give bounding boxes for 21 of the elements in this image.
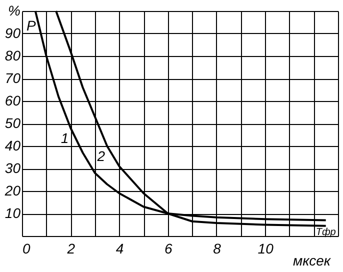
y-axis-title: P [26,18,36,34]
annotation: Тфр [316,226,336,238]
annotation: 1 [60,130,69,146]
y-tick-label: 60 [4,92,21,108]
y-tick-label: 40 [4,138,21,154]
y-tick-label: 90 [4,25,21,41]
y-tick-label: 10 [4,205,21,221]
x-tick-label: 2 [66,240,76,256]
y-tick-label: 20 [4,182,21,198]
y-tick-label: % [8,2,20,18]
y-tick-label: 50 [4,115,21,131]
x-tick-label: 8 [213,240,222,256]
x-tick-label: 0 [22,240,30,256]
x-axis-title: мксек [293,252,332,268]
x-tick-label: 4 [116,240,124,256]
y-tick-label: 30 [4,160,21,176]
x-tick-label: 10 [258,240,274,256]
x-tick-label: 6 [164,240,172,256]
y-tick-label: 80 [4,48,21,64]
y-tick-label: 70 [4,70,21,86]
annotation: 2 [96,148,106,164]
